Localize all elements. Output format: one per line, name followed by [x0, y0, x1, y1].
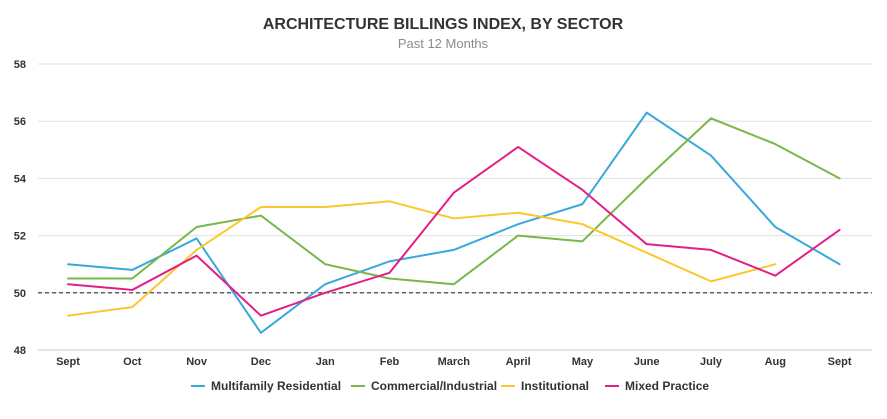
- y-tick-label: 48: [14, 345, 26, 357]
- x-tick-label: April: [506, 356, 531, 368]
- legend-item-mixed-practice[interactable]: Mixed Practice: [605, 379, 709, 393]
- legend-item-multifamily-residential[interactable]: Multifamily Residential: [191, 379, 341, 393]
- y-tick-label: 52: [14, 231, 26, 243]
- legend-label: Mixed Practice: [625, 379, 709, 393]
- x-tick-label: May: [572, 356, 594, 368]
- x-tick-label: Sept: [828, 356, 852, 368]
- legend: Multifamily Residential Commercial/Indust…: [191, 379, 709, 393]
- x-tick-label: Nov: [186, 356, 208, 368]
- series-lines: [67, 111, 841, 334]
- y-tick-label: 58: [14, 59, 26, 71]
- x-tick-label: March: [438, 356, 471, 368]
- x-tick-label: June: [634, 356, 660, 368]
- y-tick-label: 56: [14, 116, 26, 128]
- x-tick-label: Sept: [56, 356, 80, 368]
- legend-label: Multifamily Residential: [211, 379, 341, 393]
- x-tick-label: Jan: [316, 356, 335, 368]
- legend-label: Institutional: [521, 379, 589, 393]
- series-line-commercial-industrial: [67, 117, 841, 286]
- chart-subtitle: Past 12 Months: [398, 36, 489, 51]
- x-axis-ticks: Sept Oct Nov Dec Jan Feb March April May June July…: [56, 356, 852, 368]
- legend-item-institutional[interactable]: Institutional: [501, 379, 589, 393]
- x-tick-label: Aug: [765, 356, 786, 368]
- legend-item-commercial-industrial[interactable]: Commercial/Industrial: [351, 379, 497, 393]
- y-tick-label: 50: [14, 288, 26, 300]
- x-tick-label: Oct: [123, 356, 142, 368]
- legend-label: Commercial/Industrial: [371, 379, 497, 393]
- chart-title: ARCHITECTURE BILLINGS INDEX, BY SECTOR: [263, 16, 624, 33]
- y-axis-ticks: 48 50 52 54 56 58: [14, 59, 27, 357]
- x-tick-label: Dec: [251, 356, 271, 368]
- series-line-multifamily-residential: [67, 111, 841, 334]
- x-tick-label: July: [700, 356, 723, 368]
- series-line-institutional: [67, 200, 777, 317]
- grid-lines: [38, 63, 872, 351]
- x-tick-label: Feb: [380, 356, 400, 368]
- series-line-mixed-practice: [67, 145, 841, 317]
- y-tick-label: 54: [14, 173, 27, 185]
